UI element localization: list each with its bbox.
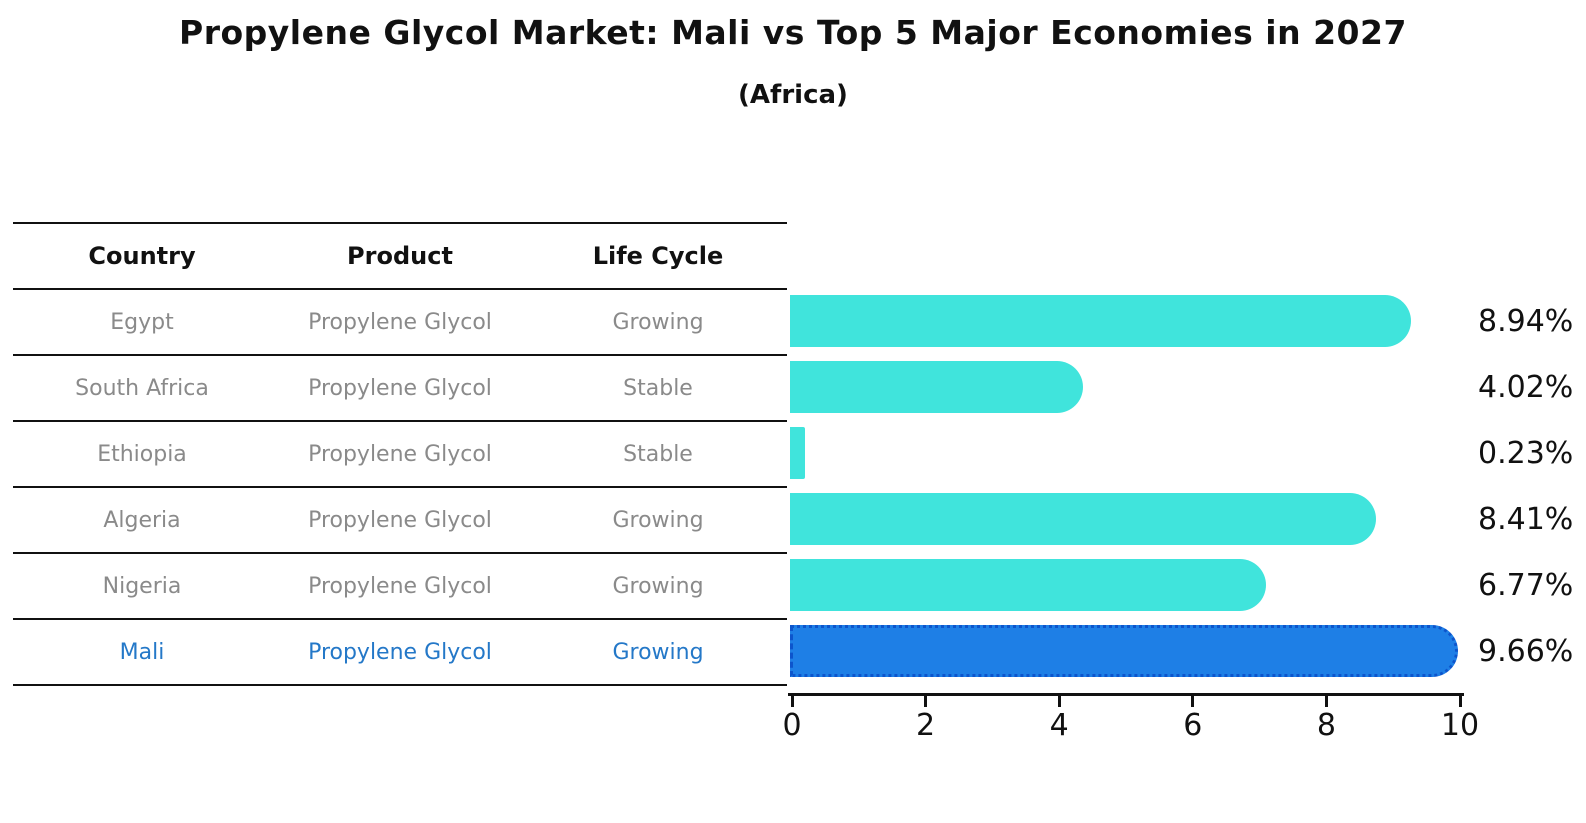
product-cell: Propylene Glycol bbox=[308, 573, 492, 599]
life-cycle-cell: Growing bbox=[612, 573, 704, 599]
country-cell: Nigeria bbox=[102, 573, 182, 599]
tick-mark bbox=[790, 696, 794, 707]
column-header-life-cycle: Life Cycle bbox=[592, 242, 724, 270]
bar-plot-area bbox=[790, 288, 1458, 684]
value-label-south-africa: 4.02% bbox=[1478, 369, 1574, 405]
country-cell: Algeria bbox=[103, 507, 181, 533]
table-row-egypt: Egypt Propylene Glycol Growing bbox=[13, 290, 787, 356]
country-cell: Egypt bbox=[110, 309, 174, 335]
column-header-country: Country bbox=[88, 242, 196, 270]
value-label-algeria: 8.41% bbox=[1478, 501, 1574, 537]
tick-label: 8 bbox=[1316, 708, 1336, 743]
table-row-ethiopia: Ethiopia Propylene Glycol Stable bbox=[13, 422, 787, 488]
bar-row bbox=[790, 486, 1458, 552]
tick-label: 10 bbox=[1440, 708, 1480, 743]
bar-algeria bbox=[790, 493, 1376, 545]
country-cell: Mali bbox=[119, 639, 165, 665]
column-header-product: Product bbox=[347, 242, 453, 270]
bar-row bbox=[790, 552, 1458, 618]
product-cell: Propylene Glycol bbox=[308, 375, 492, 401]
x-axis: 0 2 4 6 8 10 bbox=[782, 696, 1479, 746]
product-cell: Propylene Glycol bbox=[308, 309, 492, 335]
product-cell: Propylene Glycol bbox=[308, 507, 492, 533]
table-row-south-africa: South Africa Propylene Glycol Stable bbox=[13, 356, 787, 422]
country-table: Country Product Life Cycle Egypt Propyle… bbox=[13, 222, 787, 686]
value-label-nigeria: 6.77% bbox=[1478, 567, 1574, 603]
product-cell: Propylene Glycol bbox=[308, 639, 492, 665]
tick-mark bbox=[1057, 696, 1061, 707]
bar-egypt bbox=[790, 295, 1412, 347]
tick-label: 4 bbox=[1049, 708, 1069, 743]
bar-row bbox=[790, 354, 1458, 420]
life-cycle-cell: Growing bbox=[612, 309, 704, 335]
life-cycle-cell: Stable bbox=[623, 441, 693, 467]
product-cell: Propylene Glycol bbox=[308, 441, 492, 467]
value-label-ethiopia: 0.23% bbox=[1478, 435, 1574, 471]
table-header-row: Country Product Life Cycle bbox=[13, 224, 787, 290]
bar-nigeria bbox=[790, 559, 1267, 611]
life-cycle-cell: Growing bbox=[612, 639, 704, 665]
tick-mark bbox=[1324, 696, 1328, 707]
tick-mark bbox=[924, 696, 928, 707]
tick-label: 6 bbox=[1183, 708, 1203, 743]
country-cell: Ethiopia bbox=[97, 441, 187, 467]
bar-row bbox=[790, 618, 1458, 684]
chart-subtitle: (Africa) bbox=[738, 80, 848, 110]
tick-mark bbox=[1458, 696, 1462, 707]
bar-row bbox=[790, 288, 1458, 354]
table-row-algeria: Algeria Propylene Glycol Growing bbox=[13, 488, 787, 554]
tick-mark bbox=[1191, 696, 1195, 707]
value-label-egypt: 8.94% bbox=[1478, 303, 1574, 339]
life-cycle-cell: Stable bbox=[623, 375, 693, 401]
bar-ethiopia bbox=[790, 427, 806, 479]
bar-row bbox=[790, 420, 1458, 486]
x-axis-line bbox=[788, 693, 1464, 696]
life-cycle-cell: Growing bbox=[612, 507, 704, 533]
table-row-nigeria: Nigeria Propylene Glycol Growing bbox=[13, 554, 787, 620]
chart-title: Propylene Glycol Market: Mali vs Top 5 M… bbox=[179, 13, 1407, 52]
bar-south-africa bbox=[790, 361, 1083, 413]
value-labels: 8.94% 4.02% 0.23% 8.41% 6.77% 9.66% bbox=[1478, 288, 1584, 684]
country-cell: South Africa bbox=[75, 375, 209, 401]
bar-mali bbox=[790, 625, 1458, 677]
tick-label: 0 bbox=[782, 708, 802, 743]
value-label-mali: 9.66% bbox=[1478, 633, 1574, 669]
tick-label: 2 bbox=[916, 708, 936, 743]
table-row-mali: Mali Propylene Glycol Growing bbox=[13, 620, 787, 686]
